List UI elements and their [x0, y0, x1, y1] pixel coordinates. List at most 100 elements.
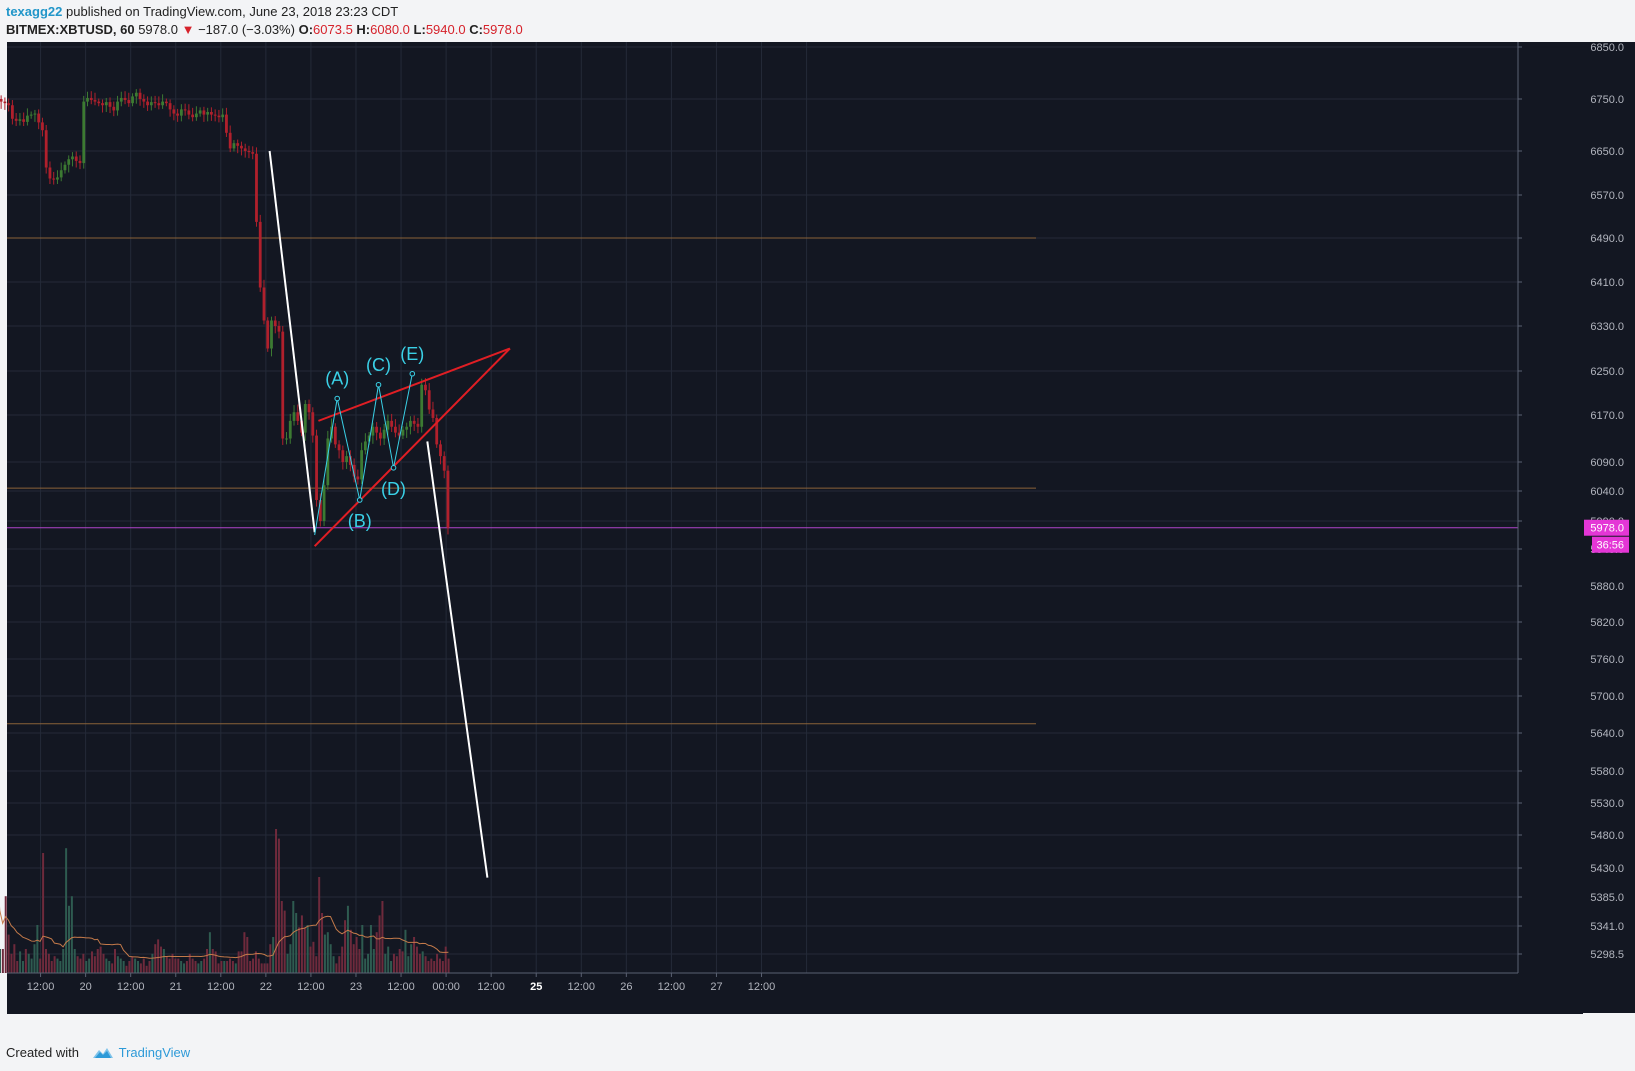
volume-bar: [125, 965, 128, 973]
open-label: O:: [298, 22, 314, 37]
candle-body: [74, 156, 78, 161]
candle-body: [134, 92, 138, 97]
volume-bar: [154, 944, 157, 973]
candle-body: [191, 114, 195, 118]
volume-bar: [266, 963, 269, 973]
volume-bar: [139, 963, 142, 973]
tradingview-cloud-icon: [91, 1045, 115, 1062]
volume-bar: [410, 944, 413, 973]
time-tick-label: 12:00: [207, 981, 235, 993]
candle-body: [59, 170, 63, 178]
last-price-marker: [1584, 519, 1629, 536]
volume-bar: [119, 958, 122, 973]
price-chart[interactable]: (A) (B) (C) (D) (E) 6850.0 6750.0 6650.0 6570.0…: [0, 0, 1635, 1040]
volume-bar: [168, 958, 171, 973]
volume-bar: [59, 961, 62, 973]
volume-bar: [240, 951, 243, 973]
volume-bar: [257, 958, 260, 973]
candle-body: [378, 432, 382, 439]
volume-bar: [367, 953, 370, 973]
time-tick-label: 12:00: [658, 981, 686, 993]
time-tick-label: 12:00: [297, 981, 325, 993]
time-tick-label: 25: [530, 981, 542, 993]
candle-body: [337, 444, 341, 451]
candle-body: [322, 485, 326, 521]
chart-header: texagg22 published on TradingView.com, J…: [0, 0, 1635, 42]
candle-body: [435, 417, 439, 445]
volume-bar: [358, 949, 361, 973]
candle-body: [288, 420, 292, 439]
volume-bar: [283, 910, 286, 973]
volume-bar: [39, 958, 42, 973]
volume-bar: [306, 925, 309, 973]
candle-body: [401, 429, 405, 436]
volume-bar: [165, 956, 168, 973]
wave-path: [314, 373, 413, 536]
volume-bar: [234, 963, 237, 973]
candle-body: [52, 178, 56, 180]
candle-body: [326, 438, 330, 486]
candle-body: [412, 420, 416, 424]
low-label: L:: [413, 22, 426, 37]
volume-bar: [85, 961, 88, 973]
candle-body: [0, 99, 3, 102]
volume-bar: [326, 932, 329, 973]
volume-bar: [47, 953, 50, 973]
volume-bar: [387, 946, 390, 973]
candle-body: [251, 152, 255, 154]
volume-bar: [404, 929, 407, 973]
price-axis[interactable]: 6850.0 6750.0 6650.0 6570.0 6490.0 6410.0 6330…: [1517, 42, 1635, 973]
author-link[interactable]: texagg22: [6, 4, 63, 19]
volume-bar: [430, 958, 433, 973]
candle-body: [397, 432, 401, 436]
time-tick-label: 22: [260, 981, 272, 993]
volume-bar: [332, 956, 335, 973]
candle-body: [210, 112, 213, 115]
candle-body: [146, 101, 149, 106]
candle-body: [420, 384, 424, 427]
tradingview-brand-link[interactable]: TradingView: [118, 1045, 191, 1060]
candle-body: [161, 101, 164, 106]
volume-bar: [323, 934, 326, 973]
volume-bar: [65, 848, 68, 973]
volume-bar: [427, 961, 430, 973]
candle-body: [311, 412, 315, 436]
candle-body: [281, 331, 285, 439]
projection-line: [268, 150, 316, 533]
volume-bar: [346, 905, 349, 973]
candle-body: [225, 114, 228, 133]
volume-bar: [24, 949, 27, 973]
volume-bar: [16, 961, 19, 973]
volume-bar: [50, 961, 53, 973]
candle-body: [217, 115, 221, 118]
candle-body: [277, 326, 281, 332]
volume-bar: [211, 949, 214, 973]
last-price-marker-label: 5978.0: [1590, 523, 1624, 535]
close-label: C:: [469, 22, 483, 37]
candle-body: [424, 384, 427, 391]
price-tick-label: 6090.0: [1590, 457, 1624, 469]
volume-bar: [286, 953, 289, 973]
candle-body: [363, 441, 367, 451]
candle-body: [446, 470, 450, 528]
candle-body: [82, 101, 86, 164]
time-tick-label: 23: [350, 981, 362, 993]
volume-bar: [441, 961, 444, 973]
candle-body: [367, 435, 371, 442]
volume-bar: [116, 956, 119, 973]
close-value: 5978.0: [482, 22, 523, 37]
volume-bar: [401, 951, 404, 973]
high-value: 6080.0: [370, 22, 410, 37]
volume-bar: [252, 958, 255, 973]
volume-bar: [151, 953, 154, 973]
volume-bar: [177, 958, 180, 973]
price-tick-label: 6170.0: [1590, 410, 1624, 422]
volume-bar: [237, 951, 240, 973]
volume-bar: [375, 932, 378, 973]
candle-body: [240, 145, 243, 149]
time-axis[interactable]: 12:00 20 12:00 21 12:00 22 12:00 23 12:00 00:00 12…: [7, 972, 1635, 1013]
volume-bar: [82, 953, 85, 973]
candle-body: [262, 287, 266, 321]
candle-body: [123, 97, 127, 101]
price-tick-label: 6040.0: [1590, 486, 1624, 498]
